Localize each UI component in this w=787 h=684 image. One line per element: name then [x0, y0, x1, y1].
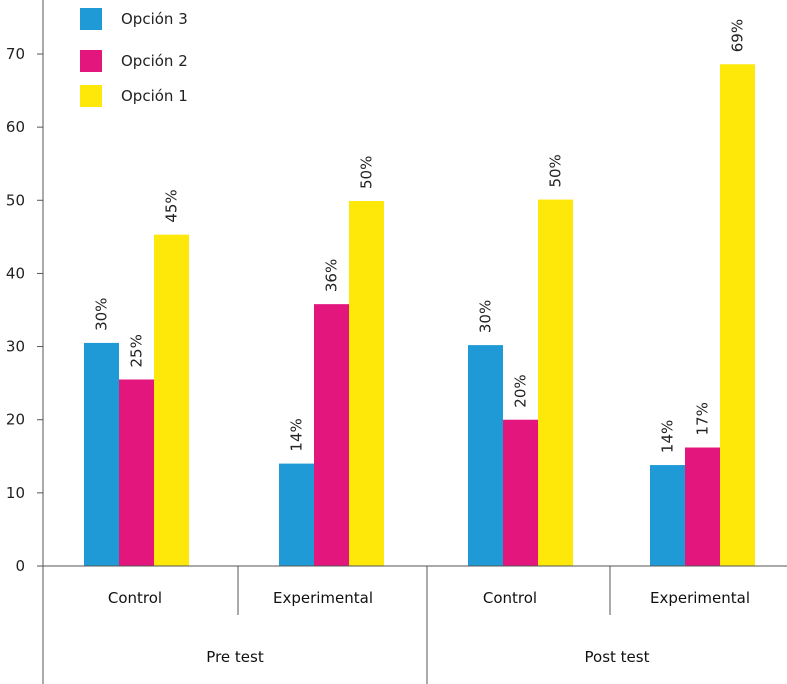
- bar-data-label: 20%: [512, 374, 530, 407]
- x-group-label: Pre test: [206, 648, 264, 666]
- x-axis: Control Experimental Control Experimental Pr…: [43, 565, 787, 684]
- bar: [279, 463, 314, 566]
- bar-data-label: 17%: [694, 402, 712, 435]
- chart-legend: Opción 3 Opción 2 Opción 1: [80, 8, 188, 107]
- bar: [154, 234, 189, 567]
- x-category-label: Control: [483, 589, 537, 607]
- y-tick-label: 60: [6, 118, 25, 136]
- bar: [503, 419, 538, 566]
- y-tick-label: 50: [6, 191, 25, 209]
- x-category-label: Control: [108, 589, 162, 607]
- legend-label: Opción 1: [121, 87, 188, 105]
- bar-data-label: 36%: [323, 259, 341, 292]
- bar: [538, 199, 573, 566]
- y-axis: 0 10 20 30 40 50 60 70: [6, 0, 44, 684]
- y-tick-label: 10: [6, 484, 25, 502]
- bar: [119, 379, 154, 566]
- bars: [84, 64, 755, 567]
- bar: [650, 465, 685, 566]
- bar-data-label: 25%: [128, 334, 146, 367]
- bar: [314, 304, 349, 566]
- bar: [468, 345, 503, 566]
- x-category-label: Experimental: [273, 589, 373, 607]
- legend-swatch: [80, 50, 102, 72]
- bar-data-label: 14%: [659, 420, 677, 453]
- bar-data-label: 50%: [547, 154, 565, 187]
- bar-data-label: 69%: [729, 19, 747, 52]
- y-tick-label: 30: [6, 338, 25, 356]
- bar-data-label: 45%: [163, 189, 181, 222]
- bar: [84, 342, 119, 566]
- y-tick-label: 0: [15, 557, 25, 575]
- legend-label: Opción 3: [121, 10, 188, 28]
- x-group-label: Post test: [585, 648, 650, 666]
- bar: [720, 64, 755, 567]
- bar-data-label: 30%: [477, 300, 495, 333]
- legend-swatch: [80, 85, 102, 107]
- legend-label: Opción 2: [121, 52, 188, 70]
- bar: [349, 201, 384, 566]
- bar: [685, 447, 720, 566]
- y-tick-label: 70: [6, 45, 25, 63]
- bar-data-label: 30%: [93, 298, 111, 331]
- bar-data-label: 50%: [358, 156, 376, 189]
- data-labels: 30% 14% 30% 14% 25% 36% 20% 17% 45% 50% 50% 69%: [93, 19, 747, 453]
- x-category-label: Experimental: [650, 589, 750, 607]
- y-tick-label: 40: [6, 264, 25, 282]
- legend-swatch: [80, 8, 102, 30]
- y-tick-label: 20: [6, 411, 25, 429]
- bar-data-label: 14%: [288, 418, 306, 451]
